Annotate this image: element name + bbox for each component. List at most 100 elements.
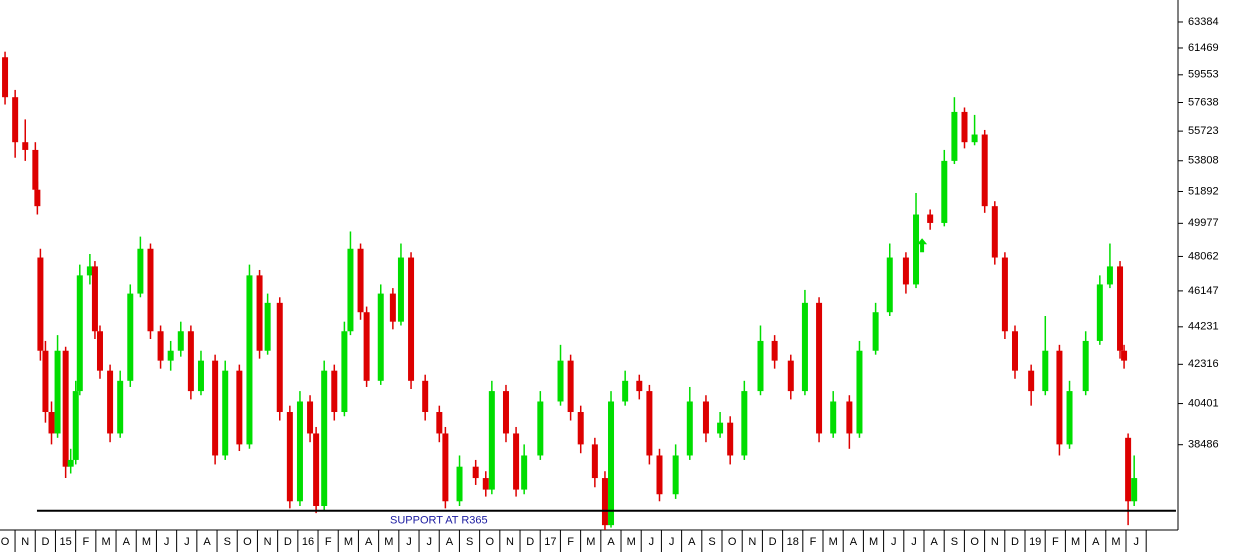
- candle-body: [771, 340, 778, 361]
- candle-body: [127, 293, 134, 381]
- candle-body: [1121, 350, 1128, 361]
- candle-body: [147, 248, 154, 332]
- candle-body: [37, 257, 44, 351]
- x-tick-label: D: [769, 536, 777, 548]
- candle-body: [67, 459, 74, 467]
- candle-body: [22, 142, 29, 150]
- candle-body: [347, 248, 354, 332]
- candle-body: [1106, 266, 1113, 285]
- candle-body: [801, 302, 808, 392]
- x-tick-label: O: [728, 536, 737, 548]
- candle-body: [787, 360, 794, 392]
- candle-body: [601, 478, 608, 526]
- x-tick-label: D: [1011, 536, 1019, 548]
- candle-body: [197, 360, 204, 392]
- x-tick-label: M: [1111, 536, 1120, 548]
- arrow: [917, 238, 928, 253]
- candle-body: [1096, 284, 1103, 341]
- candle-body: [513, 433, 520, 490]
- candle-body: [357, 248, 364, 313]
- candle-body: [482, 478, 489, 490]
- candle-body: [276, 302, 283, 413]
- candle-body: [1001, 257, 1008, 332]
- candle-body: [902, 257, 909, 285]
- candle-body: [951, 111, 958, 161]
- candle-body: [717, 422, 724, 434]
- candle-body: [397, 257, 404, 322]
- candle-body: [567, 360, 574, 413]
- x-tick-label: J: [184, 536, 190, 548]
- candle-body: [961, 111, 968, 143]
- x-tick-label: F: [325, 536, 332, 548]
- candle-body: [1082, 340, 1089, 392]
- candle-body: [157, 331, 164, 361]
- candle-body: [72, 391, 79, 460]
- candle-body: [1028, 370, 1035, 392]
- candle-body: [856, 350, 863, 434]
- candle-body: [622, 380, 629, 402]
- candle-body: [107, 370, 114, 434]
- x-tick-label: J: [426, 536, 432, 548]
- x-tick-label: N: [991, 536, 999, 548]
- candle-body: [702, 401, 709, 434]
- candle-body: [222, 370, 229, 456]
- candle-body: [34, 189, 41, 207]
- x-tick-label: S: [708, 536, 715, 548]
- x-tick-label: M: [101, 536, 110, 548]
- x-tick-label: A: [365, 536, 373, 548]
- candle-body: [971, 134, 978, 143]
- x-tick-label: D: [41, 536, 49, 548]
- x-tick-label: N: [264, 536, 272, 548]
- candle-body: [42, 350, 49, 413]
- x-tick-label: N: [506, 536, 514, 548]
- candle-body: [187, 331, 194, 392]
- candle-body: [1125, 437, 1132, 502]
- x-tick-label: S: [466, 536, 473, 548]
- x-tick-label: A: [123, 536, 131, 548]
- candle-body: [62, 350, 69, 467]
- x-tick-label: J: [649, 536, 655, 548]
- y-tick-label: 46147: [1188, 285, 1219, 297]
- y-tick-label: 59553: [1188, 69, 1219, 81]
- y-tick-label: 57638: [1188, 96, 1219, 108]
- candle-body: [341, 331, 348, 413]
- candle-body: [456, 466, 463, 502]
- candle-body: [86, 266, 93, 276]
- x-tick-label: A: [688, 536, 696, 548]
- candle-body: [991, 206, 998, 258]
- x-tick-label: D: [284, 536, 292, 548]
- x-tick-label: F: [82, 536, 89, 548]
- candle-body: [941, 160, 948, 223]
- x-tick-label: M: [869, 536, 878, 548]
- candle-body: [1011, 331, 1018, 371]
- candle-body: [117, 380, 124, 434]
- x-tick-label: M: [627, 536, 636, 548]
- x-tick-label: J: [406, 536, 412, 548]
- x-tick-label: A: [607, 536, 615, 548]
- x-tick-label: S: [224, 536, 231, 548]
- candle-body: [96, 331, 103, 371]
- y-tick-label: 44231: [1188, 321, 1219, 333]
- candle-body: [927, 214, 934, 223]
- candle-body: [321, 370, 328, 506]
- candle-body: [436, 412, 443, 434]
- candle-body: [408, 257, 415, 381]
- candle-body: [167, 350, 174, 361]
- candle-body: [137, 248, 144, 294]
- candle-body: [646, 391, 653, 456]
- candle-body: [313, 433, 320, 506]
- candle-body: [608, 401, 615, 526]
- candle-body: [757, 340, 764, 392]
- candle-body: [846, 401, 853, 434]
- candle-body: [913, 214, 920, 285]
- x-tick-label: O: [970, 536, 979, 548]
- candle-body: [12, 97, 19, 143]
- candle-body: [672, 455, 679, 495]
- x-tick-label: 17: [544, 536, 556, 548]
- x-tick-label: A: [203, 536, 211, 548]
- candle-body: [488, 391, 495, 490]
- x-tick-label: F: [567, 536, 574, 548]
- candle-body: [32, 149, 39, 190]
- y-tick-label: 51892: [1188, 185, 1219, 197]
- candle-body: [1042, 350, 1049, 392]
